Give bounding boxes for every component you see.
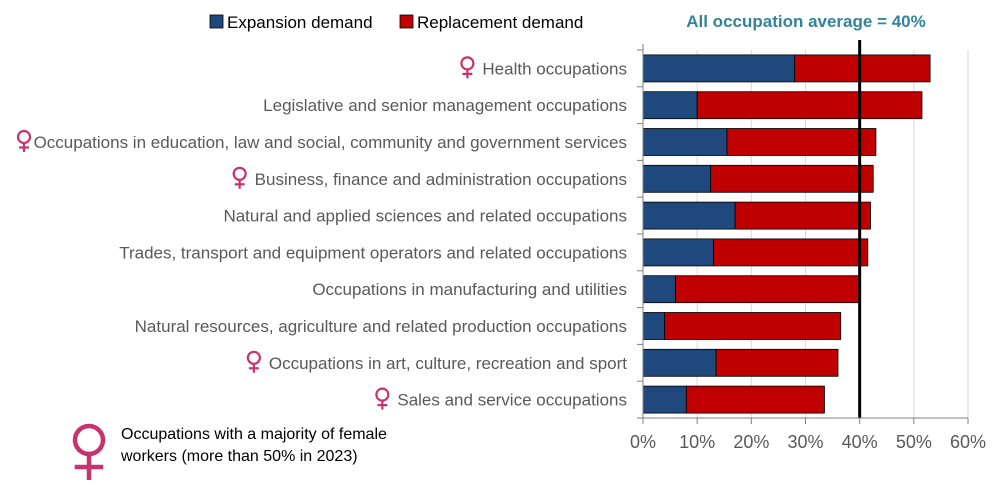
female-symbol-icon-2-ring [16, 129, 32, 145]
bar-expansion-6 [642, 275, 676, 304]
bar-replacement-1 [696, 91, 923, 120]
x-tick-label-2: 20% [733, 432, 769, 452]
bar-replacement-3 [710, 164, 874, 193]
note-line-1: Occupations with a majority of female [121, 426, 387, 443]
female-majority-note: Occupations with a majority of female wo… [72, 423, 387, 480]
female-symbol-icon-8-ring [246, 350, 261, 365]
female-symbol-icon-9 [375, 387, 390, 410]
category-label-1: Legislative and senior management occupa… [263, 96, 627, 115]
bar-expansion-3 [642, 164, 712, 193]
x-tick-label-0: 0% [630, 432, 656, 452]
category-label-0: Health occupations [482, 59, 627, 78]
legend-swatch-expansion [209, 14, 224, 29]
category-label-5: Trades, transport and equipment operator… [119, 243, 627, 262]
bar-replacement-5 [713, 238, 869, 267]
bar-replacement-2 [726, 128, 877, 156]
bar-expansion-5 [642, 238, 714, 267]
bar-expansion-1 [642, 91, 698, 120]
bar-replacement-0 [794, 54, 931, 83]
category-label-3: Business, finance and administration occ… [255, 170, 627, 189]
category-label-4: Natural and applied sciences and related… [223, 207, 627, 226]
legend-swatch-replacement [399, 14, 414, 29]
bar-replacement-7 [664, 312, 842, 340]
x-tick-label-5: 50% [896, 432, 932, 452]
note-line-2: workers (more than 50% in 2023) [120, 448, 358, 465]
female-symbol-icon-2 [16, 129, 32, 152]
bar-expansion-0 [642, 54, 796, 83]
bars [642, 54, 931, 414]
category-label-6: Occupations in manufacturing and utiliti… [312, 280, 627, 299]
female-symbol-icon-3 [232, 166, 247, 189]
legend: Expansion demand Replacement demand [209, 13, 583, 32]
female-symbol-large [72, 423, 106, 480]
female-symbol-icon-0-ring [460, 56, 475, 71]
female-symbol-icon-8 [246, 350, 261, 373]
category-labels: Health occupations Legislative and senior… [16, 56, 627, 410]
bar-expansion-4 [642, 201, 736, 230]
average-annotation: All occupation average = 40% [686, 12, 926, 31]
bar-replacement-8 [715, 348, 839, 377]
x-tick-label-6: 60% [950, 432, 986, 452]
category-label-8: Occupations in art, culture, recreation … [269, 354, 627, 373]
female-symbol-icon-0 [460, 56, 475, 79]
x-tick-label-3: 30% [787, 432, 823, 452]
bar-replacement-6 [675, 275, 861, 304]
bar-replacement-4 [734, 201, 871, 230]
x-tick-label-4: 40% [842, 432, 878, 452]
axes [637, 44, 969, 424]
category-label-2: Occupations in education, law and social… [34, 133, 627, 152]
bar-replacement-9 [685, 385, 825, 414]
female-symbol-large-icon [72, 423, 106, 480]
bar-expansion-9 [642, 385, 687, 414]
female-symbol-large-ring [72, 423, 106, 457]
legend-label-replacement: Replacement demand [417, 13, 583, 32]
bar-expansion-7 [642, 312, 666, 340]
x-tick-labels: 0% 10% 20% 30% 40% 50% 60% [630, 432, 986, 452]
legend-label-expansion: Expansion demand [227, 13, 373, 32]
category-label-7: Natural resources, agriculture and relat… [135, 317, 627, 336]
category-label-9: Sales and service occupations [397, 391, 627, 410]
bar-expansion-8 [642, 348, 717, 377]
female-symbol-icon-3-ring [232, 166, 247, 181]
x-tick-label-1: 10% [679, 432, 715, 452]
bar-expansion-2 [642, 128, 728, 156]
female-symbol-icon-9-ring [375, 387, 390, 402]
